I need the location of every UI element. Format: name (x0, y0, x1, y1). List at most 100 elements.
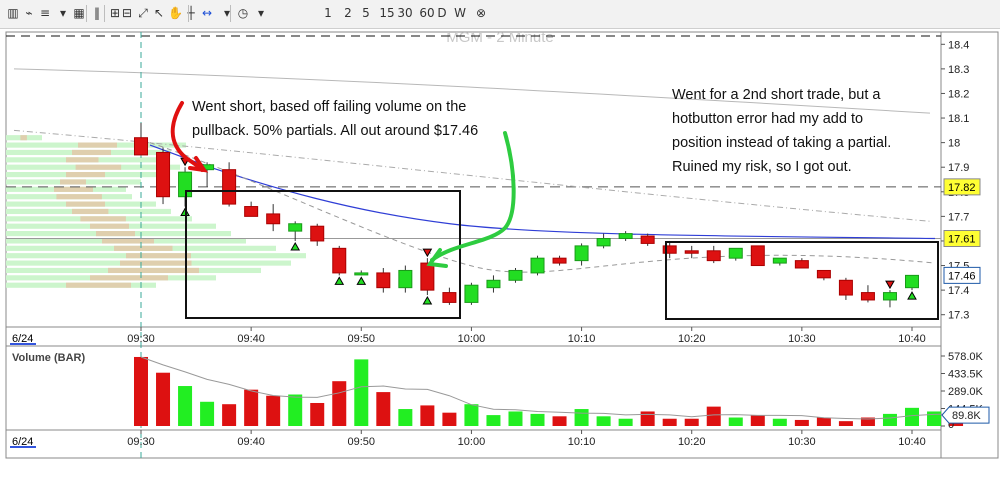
x-tick-label: 09:40 (237, 436, 265, 448)
candle-body (596, 238, 611, 247)
zoom-icon[interactable]: ⊞ (109, 6, 121, 20)
chart-type-icon[interactable]: ≡ (39, 6, 51, 20)
volume-bar (332, 381, 347, 426)
volume-profile-tan (60, 179, 86, 185)
fit-icon[interactable]: ⤢ (138, 6, 148, 20)
volume-profile-tan (72, 208, 109, 215)
x-tick-label: 10:30 (788, 436, 816, 448)
clock-icon[interactable]: ◷ (237, 6, 249, 20)
pause-icon[interactable]: ‖ (94, 6, 100, 20)
volume-bar (354, 359, 369, 426)
price-tick-label: 18 (948, 138, 960, 150)
volume-bar (266, 395, 281, 426)
volume-tick-label: 289.0K (948, 386, 984, 398)
candle-body (288, 223, 303, 232)
price-tick-label: 17.9 (948, 162, 969, 174)
grid-icon[interactable]: ▦ (73, 6, 85, 20)
interval-button-15[interactable]: 15 (379, 6, 395, 20)
x-tick-label: 10:20 (678, 333, 706, 345)
pointer-icon[interactable]: ↖ (153, 6, 165, 20)
volume-bar (772, 418, 787, 426)
x-tick-label: 10:00 (458, 333, 486, 345)
buy-marker (356, 276, 367, 285)
buy-marker (290, 241, 301, 251)
price-tag (943, 266, 981, 284)
crosshair-icon[interactable]: ┼ (187, 6, 195, 20)
volume-profile-tan (66, 157, 99, 163)
volume-profile-tan (66, 282, 131, 288)
price-tag (943, 230, 981, 247)
interval-button-1[interactable]: 1 (324, 6, 332, 20)
volume-bar (288, 394, 303, 426)
hand-icon[interactable]: ✋ (168, 6, 183, 20)
candle-body (618, 233, 633, 239)
price-tick-label: 17.3 (948, 310, 969, 322)
menu-arrow-icon[interactable]: ▾ (59, 6, 67, 20)
menu-arrow-icon[interactable]: ▾ (223, 6, 231, 20)
trade-box-2 (665, 241, 939, 320)
x-tick-label: 09:30 (127, 436, 155, 448)
volume-profile-tan (66, 172, 105, 178)
candle-body (442, 292, 457, 303)
interval-button-2[interactable]: 2 (344, 6, 352, 20)
candle-body (772, 257, 787, 264)
volume-profile-tan (20, 135, 27, 141)
x-tick-label: 09:50 (348, 436, 376, 448)
volume-profile-tan (90, 223, 129, 229)
interval-button-D[interactable]: D (437, 6, 447, 20)
volume-bar (838, 421, 853, 426)
volume-last-value: 89.8K (952, 410, 981, 422)
line-icon[interactable]: ⌁ (25, 6, 33, 20)
price-tag (943, 178, 981, 196)
buy-marker (907, 291, 917, 300)
volume-bar (750, 415, 765, 426)
volume-bar (662, 418, 677, 426)
volume-bar (706, 406, 721, 426)
volume-bar (200, 401, 215, 426)
buy-marker (422, 296, 433, 305)
volume-bar (508, 411, 523, 426)
volume-bar (244, 389, 259, 426)
chart-toolbar: ▥ ⌁ ≡ ▾ ▦ ‖ ⊞ ⊟ ⤢ ↖ ✋ ┼ ↔ ▾ ◷ ▾ 1 2 5 15 30 60 D W ⊗ (0, 0, 1000, 29)
zoom-out-icon[interactable]: ⊟ (121, 6, 133, 20)
annotation-2: Went for a 2nd short trade, but a hotbutt… (672, 87, 891, 175)
red-arrow (170, 101, 204, 172)
volume-bar (794, 419, 809, 426)
menu-arrow-icon[interactable]: ▾ (257, 6, 265, 20)
candle-body (552, 257, 567, 264)
date-label-volume: 6/24 (12, 436, 33, 448)
candle-body (266, 213, 281, 225)
measure-icon[interactable]: ↔ (201, 6, 213, 20)
volume-bar (310, 402, 325, 426)
volume-bar (882, 413, 897, 426)
volume-bar (398, 409, 413, 426)
volume-bar (420, 405, 435, 426)
candle-body (882, 292, 897, 301)
bars-icon[interactable]: ▥ (7, 6, 19, 20)
x-tick-label: 09:30 (127, 333, 155, 345)
candle-body (905, 274, 919, 289)
circle-x-icon[interactable]: ⊗ (475, 6, 487, 20)
price-tag-label: 17.46 (948, 270, 976, 282)
x-tick-label: 10:30 (788, 333, 816, 345)
interval-button-60[interactable]: 60 (419, 6, 435, 20)
interval-button-30[interactable]: 30 (397, 6, 413, 20)
x-tick-label: 10:10 (568, 333, 596, 345)
volume-profile-tan (126, 253, 191, 259)
candle-body (420, 262, 435, 291)
interval-button-W[interactable]: W (454, 6, 466, 20)
candle-body (486, 279, 501, 289)
interval-button-5[interactable]: 5 (362, 6, 370, 20)
x-tick-label: 10:20 (678, 436, 706, 448)
volume-bar (376, 392, 391, 426)
chart-area: MGM - 2 Minute 18.4 18.3 18.2 18.1 18 17.9 17.8… (5, 29, 999, 459)
candle-body (640, 235, 655, 244)
vwap-line (149, 144, 936, 240)
volume-last-tag (941, 406, 990, 424)
candle-body (794, 260, 809, 269)
volume-bar (684, 418, 699, 426)
volume-tick-label: 0 (948, 419, 954, 431)
volume-bar (728, 417, 743, 426)
candle-body (574, 245, 589, 262)
toolbar-separator (86, 5, 87, 22)
